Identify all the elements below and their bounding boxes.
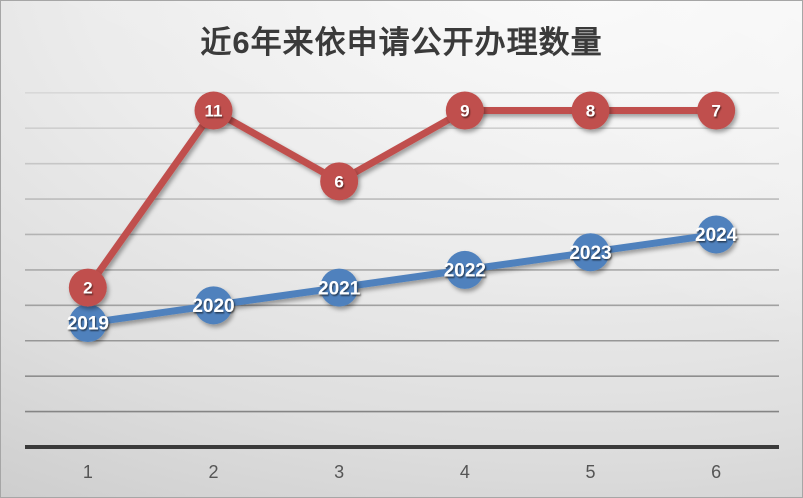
data-point-label: 11: [205, 101, 223, 120]
data-point-marker: [320, 162, 359, 201]
counts-line: [84, 107, 720, 292]
data-point-marker: [445, 91, 484, 130]
x-tick-label: 3: [334, 462, 344, 482]
data-point-label: 2023: [569, 243, 611, 264]
data-point-marker: [697, 91, 736, 130]
series-counts-line: 2 11 6 9 8 7: [68, 91, 736, 307]
data-point-label: 2022: [444, 261, 486, 282]
data-point-label: 6: [334, 172, 343, 191]
data-point-label: 7: [711, 101, 720, 120]
x-tick-label: 5: [585, 462, 595, 482]
data-point-marker: [68, 304, 107, 343]
x-tick-label: 1: [83, 462, 93, 482]
data-point-marker: [194, 286, 233, 325]
series-years-line: 2019 2020 2021 2022 2023 2024: [67, 215, 738, 343]
data-point-marker: [194, 91, 233, 130]
x-tick-label: 2: [208, 462, 218, 482]
gridlines: [25, 92, 779, 413]
chart-title: 近6年来依申请公开办理数量: [200, 25, 603, 60]
data-point-label: 8: [586, 101, 595, 120]
data-point-label: 9: [460, 101, 469, 120]
data-point-label: 2019: [67, 314, 109, 335]
data-point-marker: [445, 250, 484, 289]
data-point-label: 2: [83, 279, 92, 298]
x-tick-labels: 1 2 3 4 5 6: [83, 462, 721, 482]
data-point-label: 2024: [695, 225, 738, 246]
data-point-marker: [320, 268, 359, 307]
years-line: [84, 230, 720, 327]
data-point-marker: [68, 268, 107, 307]
data-point-marker: [571, 91, 610, 130]
data-point-label: 2021: [318, 278, 361, 299]
data-point-label: 2020: [192, 296, 234, 317]
data-point-marker: [571, 233, 610, 272]
data-point-marker: [697, 215, 736, 254]
x-tick-label: 4: [460, 462, 470, 482]
x-tick-label: 6: [711, 462, 721, 482]
